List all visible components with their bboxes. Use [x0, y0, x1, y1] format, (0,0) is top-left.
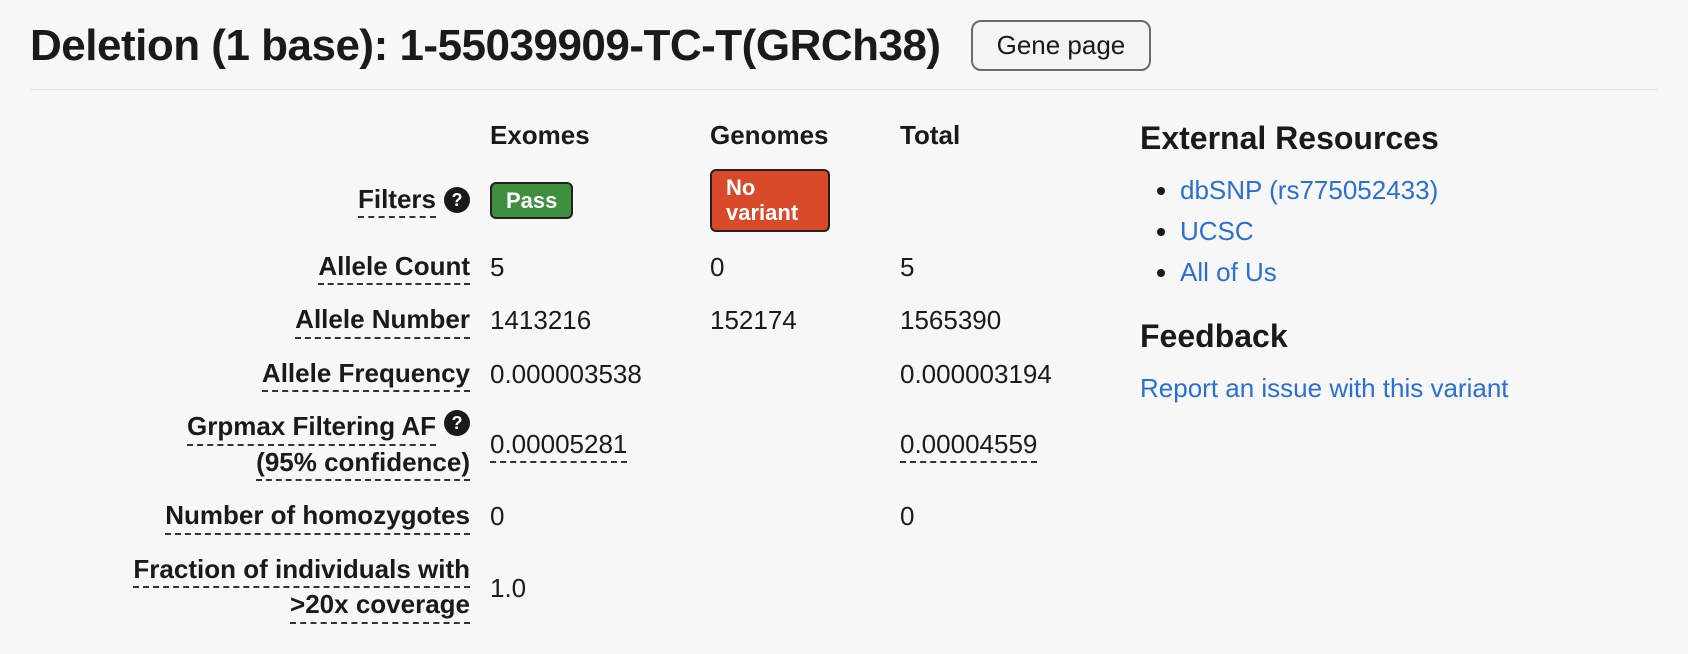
allele-frequency-total: 0.000003194: [900, 359, 1080, 390]
row-label-filters-cell: Filters ?: [30, 183, 490, 219]
grpmax-exomes-cell: 0.00005281: [490, 429, 710, 463]
allele-number-exomes: 1413216: [490, 305, 710, 336]
link-report-issue[interactable]: Report an issue with this variant: [1140, 373, 1509, 403]
homozygotes-exomes: 0: [490, 501, 710, 532]
link-dbsnp[interactable]: dbSNP (rs775052433): [1180, 175, 1438, 205]
coverage-exomes: 1.0: [490, 573, 710, 604]
feedback-title: Feedback: [1140, 318, 1658, 355]
link-allofus[interactable]: All of Us: [1180, 257, 1277, 287]
external-resources-list: dbSNP (rs775052433) UCSC All of Us: [1140, 175, 1658, 288]
row-label-grpmax-l2: (95% confidence): [256, 446, 470, 482]
external-resources-title: External Resources: [1140, 120, 1658, 157]
list-item: dbSNP (rs775052433): [1180, 175, 1658, 206]
row-label-grpmax-cell: Grpmax Filtering AF ? (95% confidence): [30, 410, 490, 481]
grpmax-total: 0.00004559: [900, 429, 1037, 463]
grpmax-total-cell: 0.00004559: [900, 429, 1080, 463]
row-label-coverage-l2: >20x coverage: [290, 588, 470, 624]
grpmax-exomes: 0.00005281: [490, 429, 627, 463]
help-icon[interactable]: ?: [444, 410, 470, 436]
row-label-coverage-cell: Fraction of individuals with >20x covera…: [30, 553, 490, 624]
stats-table: Exomes Genomes Total Filters ? Pass No v…: [30, 120, 1080, 624]
list-item: UCSC: [1180, 216, 1658, 247]
row-label-homozygotes: Number of homozygotes: [165, 499, 470, 535]
link-ucsc[interactable]: UCSC: [1180, 216, 1254, 246]
row-label-coverage-l1: Fraction of individuals with: [133, 553, 470, 589]
allele-count-total: 5: [900, 252, 1080, 283]
allele-count-exomes: 5: [490, 252, 710, 283]
allele-count-genomes: 0: [710, 252, 900, 283]
row-label-allele-frequency-cell: Allele Frequency: [30, 357, 490, 393]
row-label-filters: Filters: [358, 183, 436, 219]
row-label-allele-count-cell: Allele Count: [30, 250, 490, 286]
badge-no-variant: No variant: [710, 169, 830, 232]
page-title: Deletion (1 base): 1-55039909-TC-T(GRCh3…: [30, 21, 941, 71]
filters-exomes-cell: Pass: [490, 182, 710, 219]
allele-frequency-exomes: 0.000003538: [490, 359, 710, 390]
row-label-allele-number-cell: Allele Number: [30, 303, 490, 339]
allele-number-genomes: 152174: [710, 305, 900, 336]
list-item: All of Us: [1180, 257, 1658, 288]
row-label-grpmax-l1: Grpmax Filtering AF: [187, 410, 436, 446]
badge-pass: Pass: [490, 182, 573, 219]
col-header-total: Total: [900, 120, 1080, 151]
col-header-exomes: Exomes: [490, 120, 710, 151]
filters-genomes-cell: No variant: [710, 169, 900, 232]
content-row: Exomes Genomes Total Filters ? Pass No v…: [30, 120, 1658, 624]
row-label-allele-frequency: Allele Frequency: [262, 357, 470, 393]
sidebar: External Resources dbSNP (rs775052433) U…: [1140, 120, 1658, 404]
allele-number-total: 1565390: [900, 305, 1080, 336]
help-icon[interactable]: ?: [444, 187, 470, 213]
row-label-allele-number: Allele Number: [295, 303, 470, 339]
gene-page-button[interactable]: Gene page: [971, 20, 1152, 71]
header-row: Deletion (1 base): 1-55039909-TC-T(GRCh3…: [30, 20, 1658, 90]
row-label-homozygotes-cell: Number of homozygotes: [30, 499, 490, 535]
col-header-genomes: Genomes: [710, 120, 900, 151]
row-label-allele-count: Allele Count: [318, 250, 470, 286]
homozygotes-total: 0: [900, 501, 1080, 532]
page-container: Deletion (1 base): 1-55039909-TC-T(GRCh3…: [0, 0, 1688, 654]
